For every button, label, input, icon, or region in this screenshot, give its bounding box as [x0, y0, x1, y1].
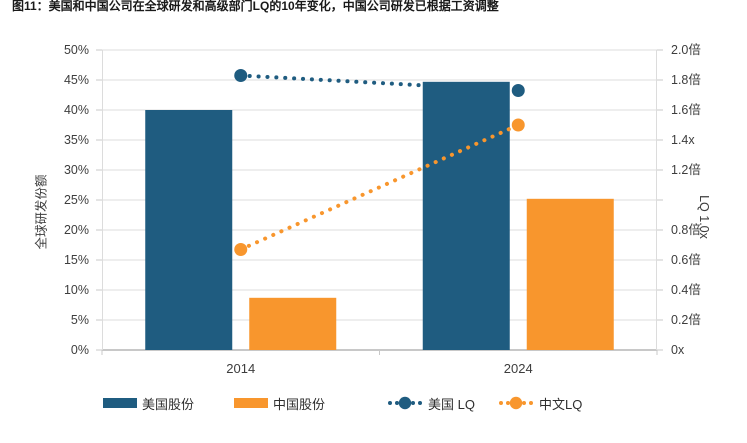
right-tick-label: 0.8倍	[671, 222, 701, 237]
point-cn-2014	[234, 243, 248, 256]
bar-us-2014	[145, 110, 233, 350]
left-axis-title: 全球研发份额	[34, 174, 49, 250]
right-axis-title: LQ 1.0x	[697, 195, 711, 239]
x-axis-label-2024: 2024	[503, 361, 533, 376]
right-tick-label: 0.4倍	[671, 282, 701, 297]
legend-dot	[529, 401, 533, 405]
right-axis-tick-labels: 2.0倍 1.8倍 1.6倍 1.4x 1.2倍 0.8倍 0.6倍 0.4倍 0.2倍 0x	[671, 44, 747, 356]
legend-item-2: 中国股份	[234, 394, 325, 412]
legend-label: 美国股份	[142, 396, 195, 412]
figure-title: 图11：美国和中国公司在全球研发和高级部门LQ的10年变化，中国公司研发已根据工…	[12, 0, 499, 13]
left-tick-label: 20%	[63, 222, 89, 237]
x-axis-labels: 2014 2024	[102, 361, 657, 377]
left-tick-label: 15%	[63, 252, 89, 267]
left-tick-label: 10%	[63, 282, 89, 297]
right-tick-label: 2.0倍	[671, 42, 701, 57]
legend-dot	[388, 401, 392, 405]
left-tick-label: 40%	[63, 102, 89, 117]
legend-item-1: 美国股份	[103, 394, 194, 412]
left-axis-tick-labels: 50% 45% 40% 35% 30% 25% 20% 15% 10% 5% 0%	[0, 44, 96, 356]
left-tick-label: 35%	[63, 132, 89, 147]
legend-dot	[509, 396, 523, 410]
point-cn-2024	[511, 118, 525, 132]
bar-cn-2024	[526, 198, 614, 350]
dotted-line-cn	[238, 123, 521, 252]
legend-dot	[499, 401, 503, 405]
legend-item-4: 中文LQ	[498, 394, 582, 412]
right-tick-label: 0.6倍	[671, 252, 701, 267]
left-tick-label: 5%	[70, 312, 89, 327]
left-tick-label: 45%	[63, 72, 89, 87]
legend-dotted-line-icon	[388, 396, 422, 410]
legend-dotted-line-icon	[499, 396, 533, 410]
legend-dot	[522, 401, 526, 405]
dotted-line-us	[238, 73, 521, 93]
bar-us-2024	[422, 81, 510, 351]
legend-label: 中国股份	[273, 396, 326, 412]
right-tick-label: 0.2倍	[671, 312, 701, 327]
legend-dot	[506, 401, 510, 405]
point-us-2014	[234, 69, 248, 82]
legend-label: 美国 LQ	[428, 396, 475, 412]
right-tick-label: 1.2倍	[671, 162, 701, 177]
right-tick-label: 1.8倍	[671, 72, 701, 87]
legend-swatch-icon	[103, 398, 137, 408]
point-us-2024	[511, 84, 525, 97]
left-tick-label: 0%	[70, 342, 89, 357]
plot-svg	[96, 49, 663, 355]
legend: 美国股份 中国股份 美国 LQ 中文LQ	[0, 394, 747, 414]
x-axis-label-2014: 2014	[226, 361, 256, 376]
legend-dot	[395, 401, 399, 405]
right-tick-label: 1.6倍	[671, 102, 701, 117]
left-tick-label: 25%	[63, 192, 89, 207]
legend-label: 中文LQ	[539, 396, 583, 412]
bar-cn-2014	[249, 297, 337, 350]
legend-item-3: 美国 LQ	[387, 394, 475, 412]
left-tick-label: 50%	[63, 42, 89, 57]
left-tick-label: 30%	[63, 162, 89, 177]
legend-dot	[398, 396, 412, 410]
legend-swatch-icon	[234, 398, 268, 408]
right-tick-label: 0x	[671, 342, 685, 357]
legend-dot	[418, 401, 422, 405]
legend-dot	[411, 401, 415, 405]
right-tick-label: 1.4x	[671, 132, 695, 147]
